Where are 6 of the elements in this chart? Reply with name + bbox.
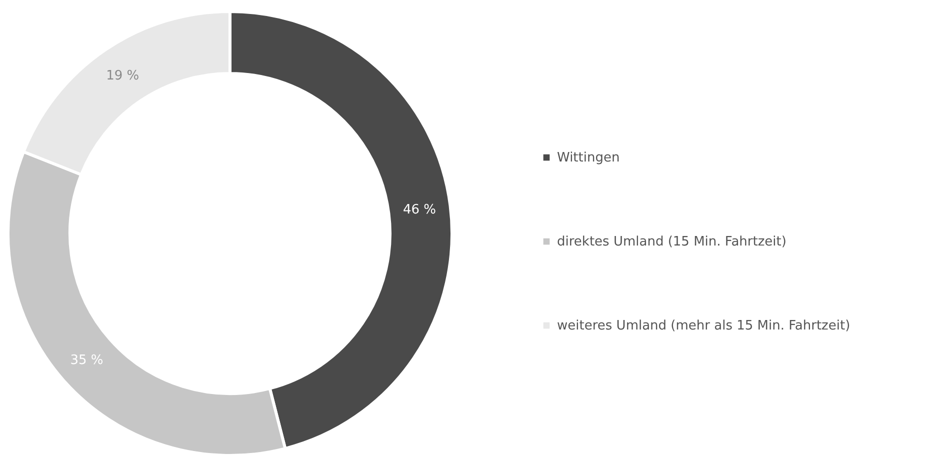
legend-label: Wittingen xyxy=(557,150,620,166)
data-label: 19 % xyxy=(106,68,140,84)
data-label: 35 % xyxy=(70,352,104,368)
legend-label: weiteres Umland (mehr als 15 Min. Fahrtzeit) xyxy=(557,318,850,334)
legend-label: direktes Umland (15 Min. Fahrtzeit) xyxy=(557,234,786,250)
data-label: 46 % xyxy=(402,202,436,218)
